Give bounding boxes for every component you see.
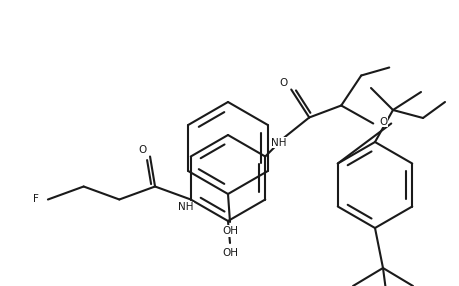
Text: NH: NH [271,138,286,148]
Text: O: O [138,144,146,154]
Text: F: F [33,194,39,204]
Text: OH: OH [222,248,237,258]
Text: OH: OH [222,226,237,236]
Text: O: O [378,116,386,126]
Text: NH: NH [178,202,193,212]
Text: O: O [279,78,287,88]
